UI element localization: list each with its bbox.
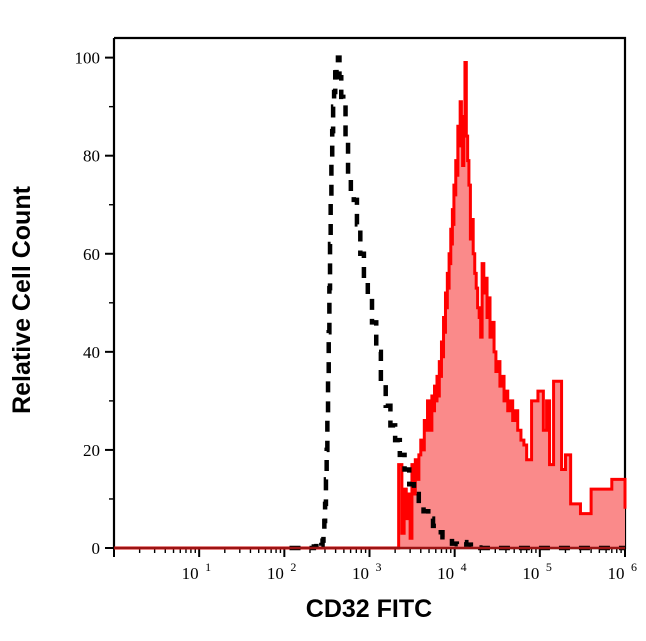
- x-tick-label: 10 3: [352, 560, 382, 583]
- y-axis-ticks: [105, 56, 114, 549]
- y-tick-label: 0: [92, 539, 101, 558]
- y-axis-tick-labels: 0 20 40 60 80 100: [75, 49, 101, 558]
- x-tick-label-exponent: 6: [631, 560, 637, 574]
- y-tick-label: 60: [83, 245, 100, 264]
- y-axis-label: Relative Cell Count: [8, 185, 36, 413]
- x-tick-label-exponent: 2: [290, 560, 296, 574]
- x-tick-label: 10 4: [437, 560, 467, 583]
- x-axis-label: CD32 FITC: [306, 595, 432, 623]
- y-tick-label: 20: [83, 441, 100, 460]
- x-tick-label: 10 5: [522, 560, 552, 583]
- x-tick-label-base: 10: [608, 564, 625, 583]
- x-tick-label: 10 1: [182, 560, 212, 583]
- x-tick-label: 10 2: [267, 560, 297, 583]
- x-tick-label-base: 10: [352, 564, 369, 583]
- control-histogram-line: [289, 55, 625, 551]
- y-tick-label: 40: [83, 343, 100, 362]
- x-tick-label-exponent: 3: [376, 560, 382, 574]
- x-tick-label-base: 10: [437, 564, 454, 583]
- sample-histogram-fill: [114, 62, 625, 549]
- x-tick-label-base: 10: [182, 564, 199, 583]
- x-tick-label: 10 6: [608, 560, 638, 583]
- x-tick-label-exponent: 1: [205, 560, 211, 574]
- series-group: [114, 55, 627, 551]
- x-tick-label-exponent: 4: [461, 560, 467, 574]
- y-tick-label: 80: [83, 147, 100, 166]
- sample-histogram-line: [114, 61, 627, 550]
- x-axis-tick-labels: 10 1 10 2 10 3 10 4 10 5 10 6: [182, 560, 637, 583]
- x-tick-label-base: 10: [267, 564, 284, 583]
- x-tick-label-exponent: 5: [546, 560, 552, 574]
- y-tick-label: 100: [75, 49, 101, 68]
- x-tick-label-base: 10: [522, 564, 539, 583]
